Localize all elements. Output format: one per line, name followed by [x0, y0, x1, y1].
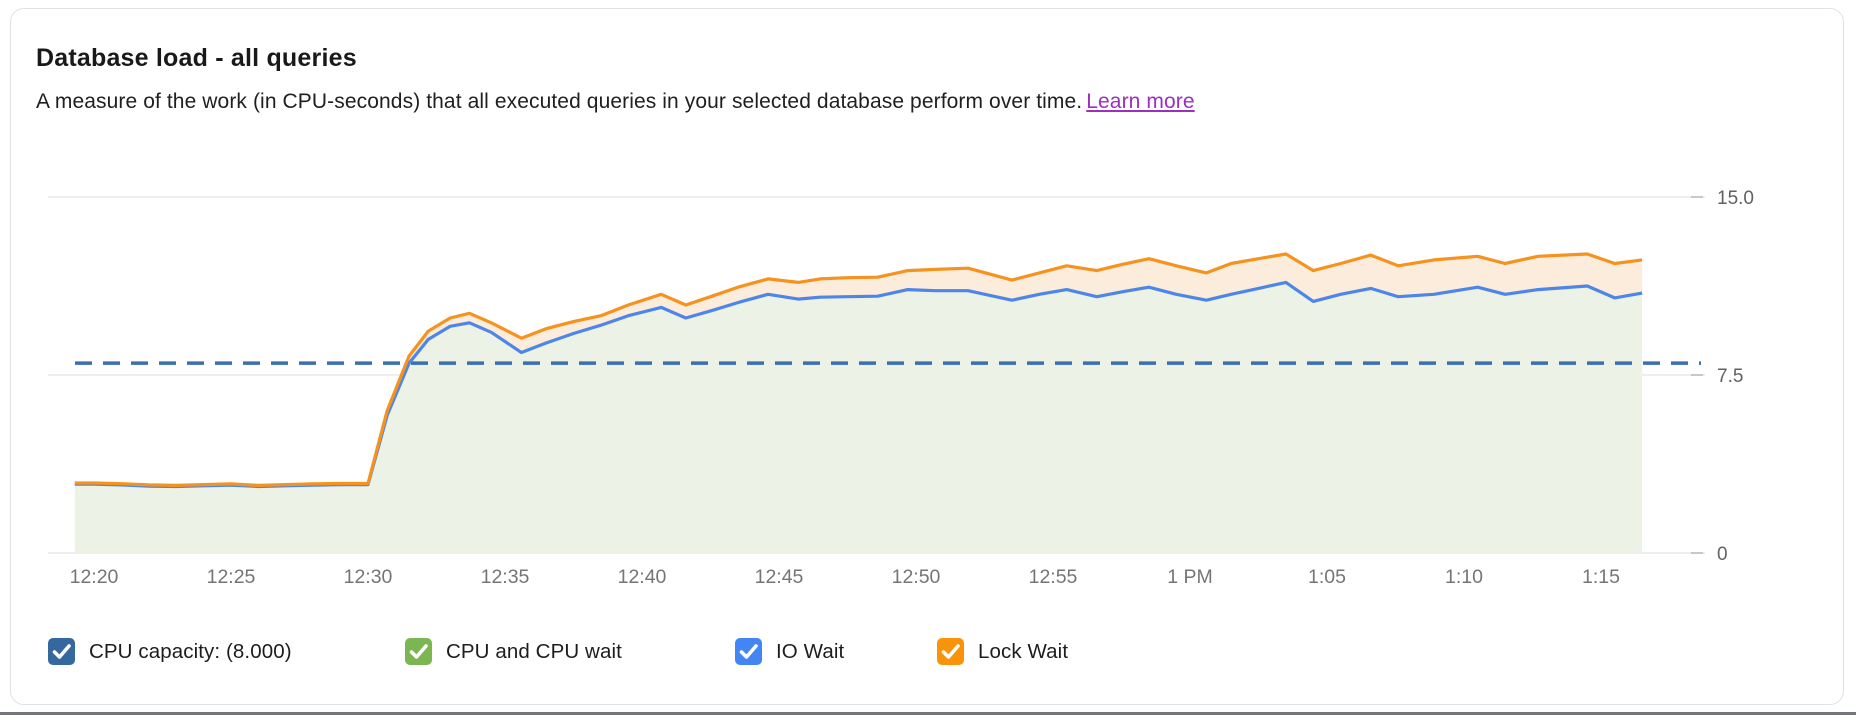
chart-description-text: A measure of the work (in CPU-seconds) t…	[36, 90, 1083, 113]
legend-item-lock-wait[interactable]: Lock Wait	[937, 638, 1068, 665]
legend-label-lock-wait: Lock Wait	[978, 639, 1069, 663]
x-axis-label-12:55: 12:55	[1029, 566, 1078, 588]
x-axis-label-12:35: 12:35	[481, 566, 530, 588]
y-axis-label-7.5: 7.5	[1717, 366, 1743, 387]
legend-item-cpu-wait[interactable]: CPU and CPU wait	[405, 638, 622, 665]
x-axis-label-12:25: 12:25	[207, 566, 256, 588]
cpu-wait-checkbox-icon[interactable]	[405, 638, 432, 665]
chart-description: A measure of the work (in CPU-seconds) t…	[36, 90, 1195, 114]
legend-label-cpu-wait: CPU and CPU wait	[446, 639, 622, 663]
x-axis-label-12:45: 12:45	[755, 566, 804, 588]
legend-item-io-wait[interactable]: IO Wait	[735, 638, 844, 665]
lock-wait-line	[74, 252, 1643, 487]
cpu-io-area-fill	[74, 282, 1643, 553]
cpu-capacity-checkbox-icon[interactable]	[48, 638, 75, 665]
y-axis-label-15.0: 15.0	[1717, 188, 1754, 209]
bottom-divider	[0, 712, 1856, 715]
x-axis-label-12:50: 12:50	[892, 566, 941, 588]
legend-label-io-wait: IO Wait	[776, 639, 845, 663]
page-title: Database load - all queries	[36, 44, 357, 72]
legend-label-cpu-capacity: CPU capacity: (8.000)	[89, 639, 292, 663]
lock-wait-checkbox-icon[interactable]	[937, 638, 964, 665]
learn-more-link[interactable]: Learn more	[1086, 90, 1195, 113]
legend-item-cpu-capacity[interactable]: CPU capacity: (8.000)	[48, 638, 292, 665]
y-axis-label-0: 0	[1717, 544, 1728, 565]
x-axis-label-1:05: 1:05	[1308, 566, 1346, 588]
x-axis-label-12:40: 12:40	[618, 566, 667, 588]
lock-wait-band-fill	[74, 254, 1643, 487]
x-axis-label-12:20: 12:20	[70, 566, 119, 588]
x-axis-label-1 PM: 1 PM	[1167, 566, 1213, 588]
x-axis-label-12:30: 12:30	[344, 566, 393, 588]
x-axis-label-1:15: 1:15	[1582, 566, 1620, 588]
x-axis-label-1:10: 1:10	[1445, 566, 1483, 588]
io-wait-checkbox-icon[interactable]	[735, 638, 762, 665]
